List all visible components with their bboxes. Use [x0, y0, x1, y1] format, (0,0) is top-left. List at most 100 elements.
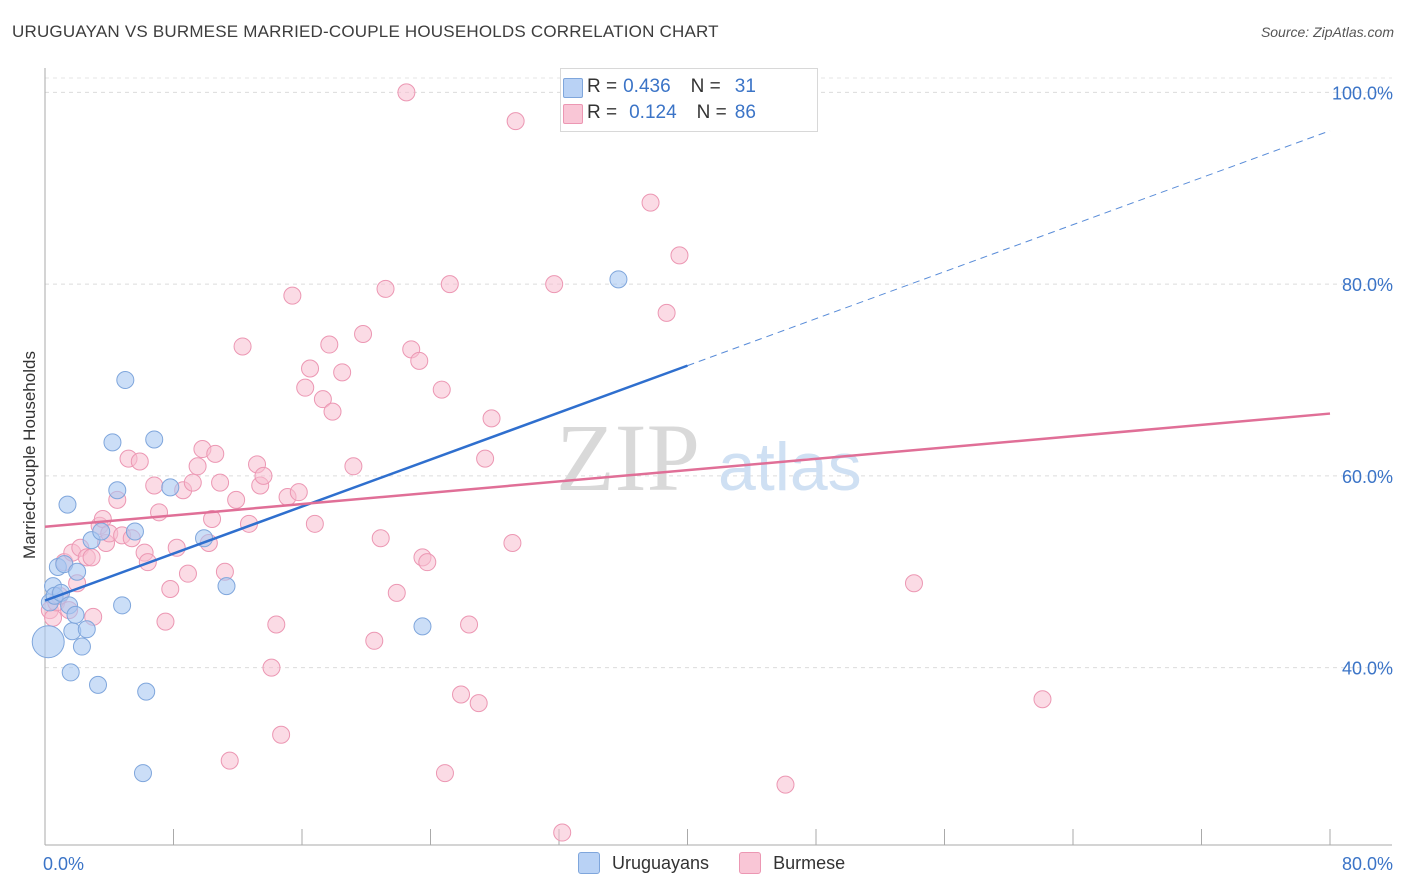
burmese-point — [183, 473, 202, 492]
burmese-point — [469, 694, 488, 713]
axes — [44, 68, 1392, 846]
legend-item-burmese[interactable]: Burmese — [739, 852, 845, 874]
gridlines — [45, 77, 1392, 669]
burmese-point — [371, 529, 390, 548]
burmese-point — [397, 83, 416, 102]
burmese-point — [296, 378, 315, 397]
burmese-point — [506, 112, 525, 131]
burmese-point — [145, 476, 164, 495]
legend-swatch-uruguayans — [563, 78, 583, 98]
watermark-zip: ZIP — [556, 404, 700, 511]
burmese-point — [305, 514, 324, 533]
uruguayan-point — [113, 596, 132, 615]
legend-r-value: 0.436 — [623, 76, 671, 97]
burmese-point — [272, 725, 291, 744]
burmese-point — [301, 359, 320, 378]
burmese-point — [344, 457, 363, 476]
burmese-point — [476, 449, 495, 468]
burmese-point — [460, 615, 479, 634]
burmese-point — [283, 286, 302, 305]
uruguayan-point — [413, 617, 432, 636]
burmese-point — [432, 380, 451, 399]
x-tick-label: 80.0% — [1342, 854, 1393, 874]
uruguayan-point — [116, 371, 135, 390]
burmese-point — [313, 390, 332, 409]
burmese-point — [82, 548, 101, 567]
burmese-point — [44, 608, 63, 627]
legend-swatch-burmese — [739, 852, 762, 874]
burmese-point — [211, 473, 230, 492]
axis-labels: 40.0% 60.0% 80.0% 100.0% 0.0% 80.0% — [43, 83, 1393, 874]
uruguayan-point — [125, 522, 144, 541]
uruguayan-point — [609, 270, 628, 289]
y-tick-label: 40.0% — [1342, 659, 1393, 679]
legend-item-uruguayans[interactable]: Uruguayans — [578, 852, 709, 874]
burmese-point — [670, 246, 689, 265]
burmese-point — [161, 580, 180, 599]
legend-r-label: R = — [587, 102, 618, 123]
uruguayan-point — [108, 481, 127, 500]
legend-row-uruguayans: R = 0.436 N = 31 — [563, 75, 756, 99]
uruguayan-point — [217, 577, 236, 596]
watermark-atlas: atlas — [718, 429, 862, 505]
burmese-point — [440, 275, 459, 294]
burmese-point — [904, 574, 923, 593]
burmese-point — [262, 658, 281, 677]
legend-label-burmese: Burmese — [773, 852, 846, 873]
burmese-point — [188, 457, 207, 476]
legend-swatch-burmese — [563, 104, 583, 124]
burmese-point — [267, 615, 286, 634]
burmese-point — [220, 751, 239, 770]
burmese-point — [553, 823, 572, 842]
uruguayan-point — [68, 562, 87, 581]
legend-swatch-uruguayans — [578, 852, 600, 874]
burmese-point — [365, 631, 384, 650]
uruguayan-point — [145, 430, 164, 449]
burmese-point — [289, 483, 308, 502]
y-tick-label: 80.0% — [1342, 275, 1393, 295]
uruguayan-point — [103, 433, 122, 452]
trend-lines — [44, 130, 1331, 602]
chart-title: URUGUAYAN VS BURMESE MARRIED-COUPLE HOUS… — [12, 22, 719, 41]
x-tick-label: 0.0% — [43, 854, 84, 874]
uruguayan-point — [161, 478, 180, 497]
burmese-point — [418, 553, 437, 572]
burmese-point — [206, 444, 225, 463]
source-credit: Source: ZipAtlas.com — [1260, 24, 1394, 40]
burmese-point — [435, 764, 454, 783]
burmese-points — [40, 83, 1052, 842]
uruguayan-point — [58, 495, 77, 514]
burmese-point — [354, 324, 373, 343]
uruguayan-point — [133, 764, 152, 783]
burmese-point — [387, 583, 406, 602]
burmese-point — [657, 303, 676, 322]
burmese-point — [376, 279, 395, 298]
uruguayan-point — [31, 625, 65, 659]
y-tick-label: 100.0% — [1332, 83, 1393, 103]
y-tick-label: 60.0% — [1342, 467, 1393, 487]
uruguayan-trend-line — [44, 364, 688, 602]
legend-r-value: 0.124 — [629, 102, 677, 123]
burmese-point — [227, 490, 246, 509]
legend-n-value: 31 — [734, 76, 756, 97]
burmese-point — [503, 533, 522, 552]
legend-row-burmese: R = 0.124 N = 86 — [563, 101, 756, 125]
watermark: ZIP atlas — [556, 404, 862, 511]
burmese-point — [410, 351, 429, 370]
legend-n-label: N = — [696, 102, 727, 123]
burmese-point — [323, 402, 342, 421]
legend-n-value: 86 — [734, 102, 756, 123]
burmese-point — [320, 335, 339, 354]
burmese-point — [452, 685, 471, 704]
burmese-point — [203, 510, 222, 529]
uruguayan-point — [66, 605, 85, 624]
uruguayan-point — [77, 620, 96, 639]
uruguayan-point — [72, 637, 91, 656]
burmese-point — [156, 612, 175, 631]
uruguayan-trend-extension — [687, 130, 1331, 367]
y-axis-label: Married-couple Households — [20, 351, 39, 559]
burmese-point — [482, 409, 501, 428]
uruguayan-point — [61, 663, 80, 682]
uruguayan-point — [89, 675, 108, 694]
